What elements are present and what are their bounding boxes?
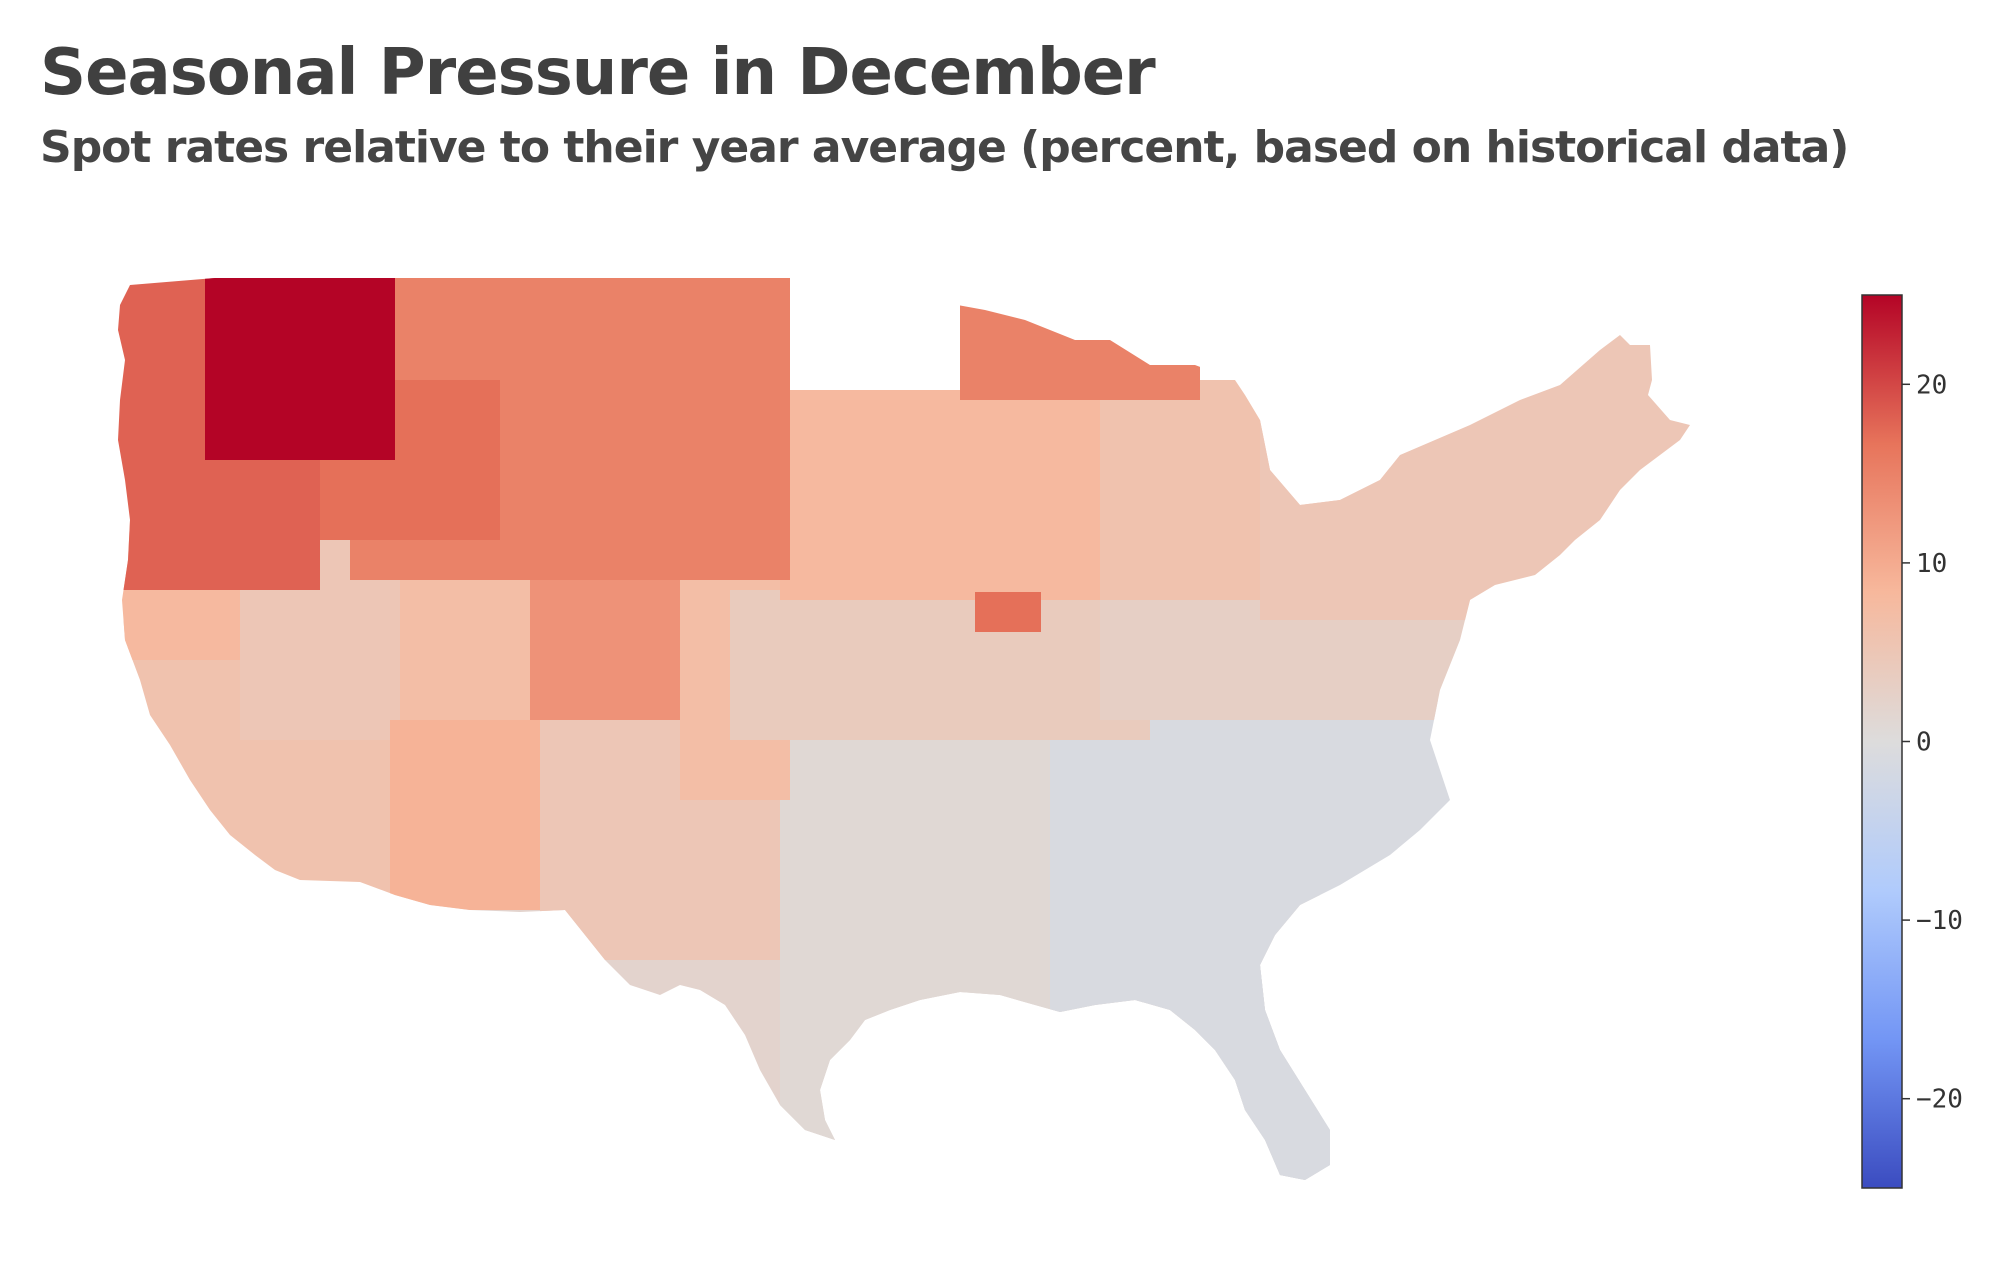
colorbar-ticks: 20 10 0 −10 −20 — [1902, 370, 1963, 1115]
region-nw-core — [205, 272, 395, 460]
region-iowa-hot — [975, 592, 1041, 632]
chart-subtitle: Spot rates relative to their year averag… — [40, 122, 1849, 173]
region-midwest — [780, 390, 1150, 600]
colorbar-tick-label: −10 — [1916, 906, 1963, 936]
colorbar-tick-label: 20 — [1916, 370, 1947, 400]
colorbar-tick-label: −20 — [1916, 1085, 1963, 1115]
region-arizona — [390, 720, 550, 910]
colorbar-gradient — [1861, 294, 1903, 1189]
colorbar-tick-label: 0 — [1916, 728, 1932, 758]
colorbar-tick-label: 10 — [1916, 549, 1947, 579]
region-colorado — [530, 560, 690, 720]
chart-title: Seasonal Pressure in December — [40, 36, 1156, 110]
region-central-plains — [730, 590, 1150, 740]
